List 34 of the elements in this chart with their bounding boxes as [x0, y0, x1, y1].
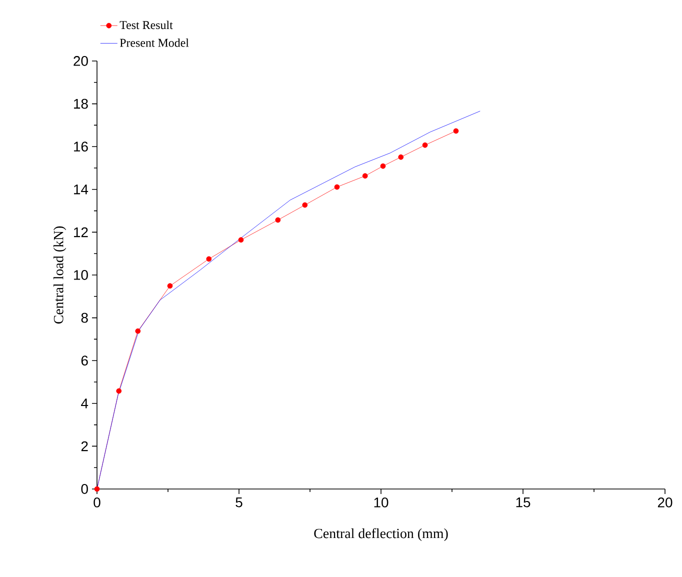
point	[135, 328, 141, 334]
x-tick-label: 15	[516, 498, 530, 508]
point	[453, 128, 459, 134]
y-tick-label: 8	[81, 312, 88, 323]
point	[380, 163, 386, 169]
point	[334, 184, 340, 190]
y-tick-label: 6	[81, 356, 88, 366]
y-tick-label: 0	[81, 484, 88, 494]
y-tick-label: 16	[74, 142, 88, 152]
y-tick-label: 4	[81, 398, 88, 408]
point	[398, 154, 404, 160]
point	[206, 256, 212, 262]
x-tick-label: 5	[236, 498, 242, 508]
legend-label: Test Result	[120, 20, 173, 30]
point	[302, 202, 308, 208]
x-tick-label: 0	[94, 498, 100, 508]
y-tick-label: 18	[74, 98, 88, 109]
x-tick-label: 20	[658, 498, 672, 508]
x-tick-label: 10	[374, 498, 388, 508]
point	[275, 217, 281, 223]
x-axis-title: Central deflection (mm)	[314, 528, 448, 542]
y-tick-label: 12	[74, 227, 88, 238]
point	[116, 388, 122, 394]
y-tick-label: 14	[74, 184, 88, 194]
legend-label: Present Model	[120, 38, 189, 47]
y-axis-title: Central load (kN)	[53, 226, 66, 324]
point	[362, 173, 368, 179]
point	[94, 486, 100, 492]
y-tick-label: 2	[81, 441, 88, 452]
y-tick-label: 10	[74, 270, 88, 280]
point	[238, 237, 244, 243]
point	[167, 283, 173, 289]
point	[422, 142, 428, 148]
y-tick-label: 20	[74, 56, 88, 66]
